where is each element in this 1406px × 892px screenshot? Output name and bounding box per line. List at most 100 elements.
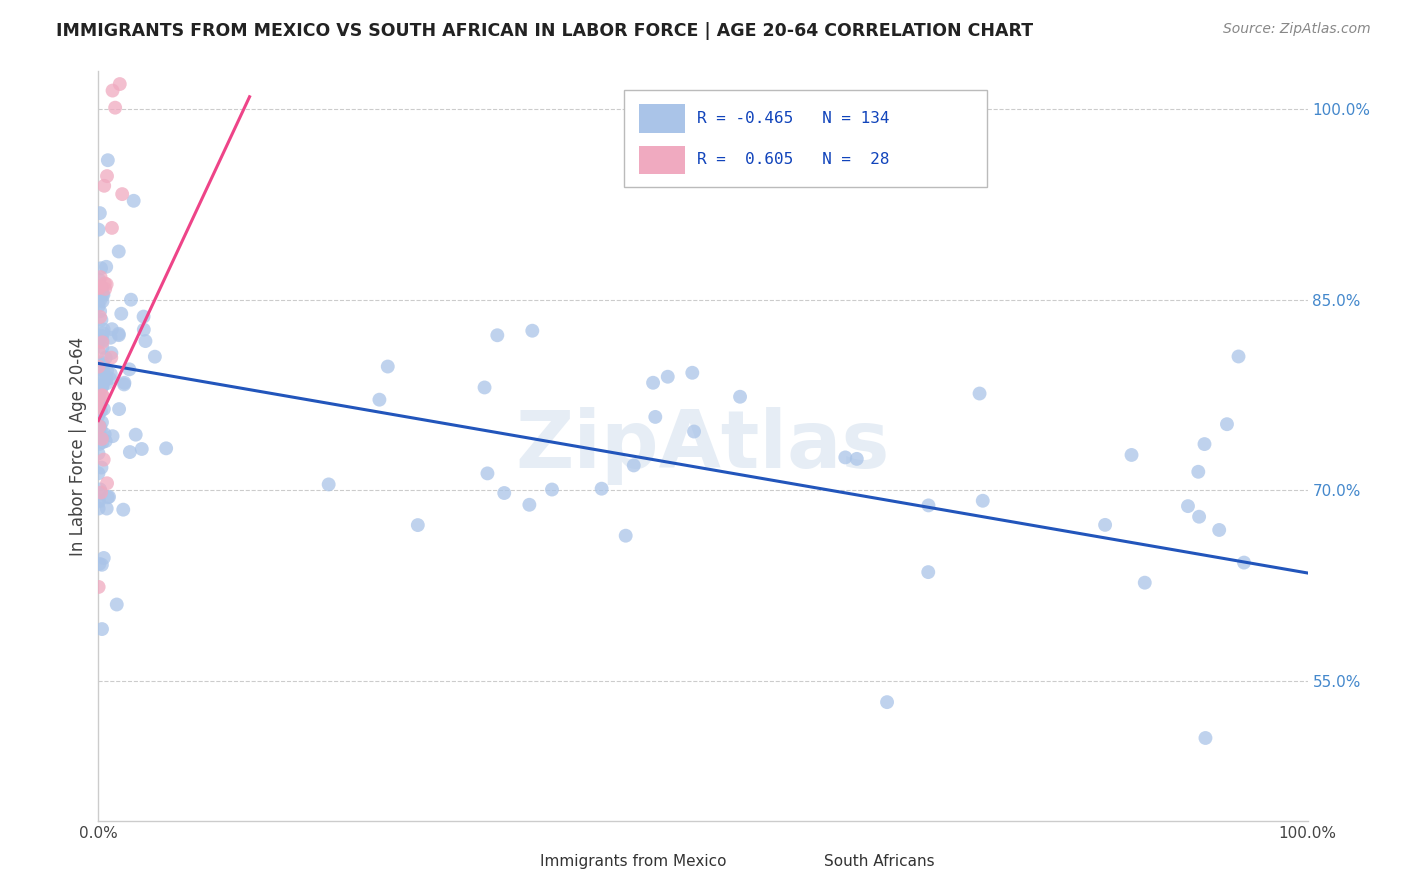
Point	[111, 187, 134, 202]
FancyBboxPatch shape	[498, 855, 529, 875]
Point	[93, 427, 115, 442]
Point	[1187, 465, 1209, 479]
Point	[91, 378, 114, 392]
Point	[108, 402, 131, 417]
Point	[101, 429, 124, 443]
Text: R = -0.465   N = 134: R = -0.465 N = 134	[697, 112, 890, 126]
Point	[96, 376, 118, 391]
Point	[91, 294, 114, 309]
Point	[90, 261, 112, 276]
Point	[89, 394, 111, 409]
Point	[90, 460, 112, 475]
Point	[87, 385, 110, 400]
Text: IMMIGRANTS FROM MEXICO VS SOUTH AFRICAN IN LABOR FORCE | AGE 20-64 CORRELATION C: IMMIGRANTS FROM MEXICO VS SOUTH AFRICAN …	[56, 22, 1033, 40]
Point	[90, 432, 112, 446]
Point	[318, 477, 340, 491]
Point	[101, 322, 124, 336]
Point	[91, 335, 114, 350]
Point	[657, 369, 679, 384]
FancyBboxPatch shape	[638, 145, 685, 174]
Point	[87, 425, 110, 439]
Point	[623, 458, 645, 473]
Point	[1194, 731, 1216, 745]
Text: South Africans: South Africans	[824, 855, 935, 870]
Point	[87, 403, 110, 417]
Point	[108, 77, 131, 91]
Point	[104, 101, 127, 115]
Point	[91, 356, 114, 370]
Point	[89, 419, 111, 434]
Point	[1121, 448, 1143, 462]
Point	[87, 399, 110, 413]
Point	[519, 498, 541, 512]
Point	[96, 476, 118, 491]
Point	[591, 482, 613, 496]
Point	[93, 178, 115, 193]
Point	[87, 501, 110, 516]
Point	[683, 425, 706, 439]
Point	[87, 359, 110, 374]
Y-axis label: In Labor Force | Age 20-64: In Labor Force | Age 20-64	[69, 336, 87, 556]
Point	[87, 344, 110, 359]
Point	[1177, 499, 1199, 513]
Point	[90, 270, 112, 285]
Point	[94, 277, 117, 291]
Point	[641, 376, 664, 390]
Point	[87, 486, 110, 500]
Point	[90, 485, 112, 500]
Point	[94, 434, 117, 448]
Point	[134, 334, 156, 348]
Point	[97, 491, 120, 505]
Point	[89, 293, 111, 307]
Point	[107, 326, 129, 341]
Point	[87, 299, 110, 313]
Point	[91, 622, 114, 636]
Point	[96, 169, 118, 183]
Point	[87, 467, 110, 481]
Point	[494, 486, 516, 500]
Point	[93, 551, 115, 566]
Point	[89, 483, 111, 497]
Point	[406, 518, 429, 533]
Point	[1233, 556, 1256, 570]
Point	[474, 380, 496, 394]
Point	[90, 329, 112, 343]
Point	[132, 323, 155, 337]
Point	[93, 287, 115, 301]
Point	[91, 280, 114, 294]
Point	[96, 277, 118, 292]
Point	[89, 429, 111, 443]
Point	[876, 695, 898, 709]
Point	[377, 359, 399, 374]
Point	[87, 446, 110, 460]
Point	[96, 364, 118, 378]
Point	[96, 260, 118, 274]
Point	[972, 493, 994, 508]
Point	[89, 392, 111, 407]
Point	[110, 307, 132, 321]
Text: Immigrants from Mexico: Immigrants from Mexico	[540, 855, 727, 870]
Point	[834, 450, 856, 465]
Point	[91, 363, 114, 377]
Point	[100, 346, 122, 360]
Point	[87, 222, 110, 236]
Point	[108, 328, 131, 343]
Point	[91, 435, 114, 450]
Point	[155, 442, 177, 456]
Point	[90, 313, 112, 327]
Point	[96, 371, 118, 385]
Point	[91, 389, 114, 403]
Point	[91, 286, 114, 301]
Point	[98, 371, 121, 385]
Point	[728, 390, 751, 404]
Point	[368, 392, 391, 407]
Point	[87, 369, 110, 384]
Point	[89, 385, 111, 400]
Point	[114, 376, 136, 390]
Point	[644, 409, 666, 424]
Point	[87, 273, 110, 287]
Point	[87, 418, 110, 433]
Point	[93, 322, 115, 336]
Text: ZipAtlas: ZipAtlas	[516, 407, 890, 485]
Point	[93, 374, 115, 388]
